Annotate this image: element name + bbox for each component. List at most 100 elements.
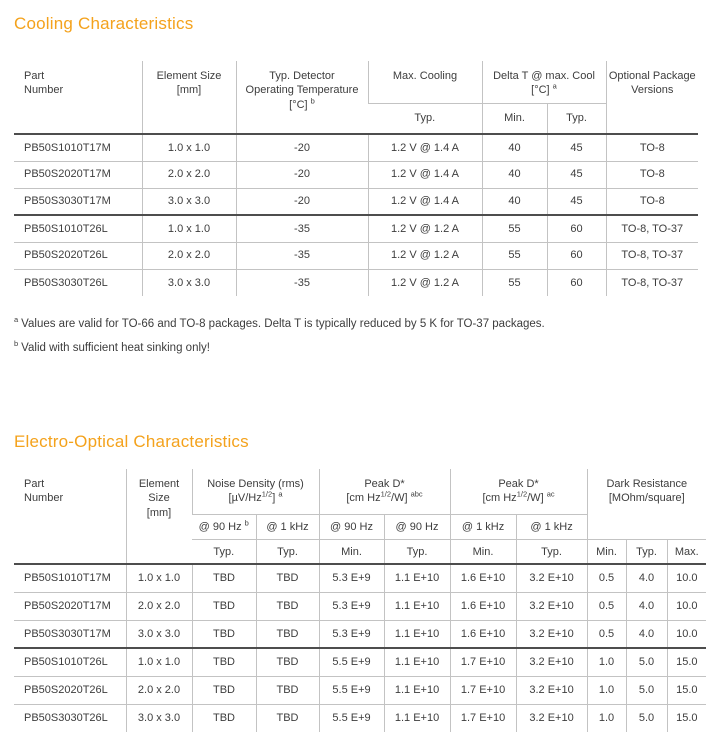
subcol-header-noise-1khz: @ 1 kHz (255, 514, 320, 540)
col-header-noise-density: Noise Density (rms) [µV/Hz1/2] a (191, 469, 320, 515)
value-cell: TBD (255, 647, 320, 676)
col-header-optional-package: Optional Package Versions (605, 61, 699, 135)
value-cell: 60 (546, 214, 607, 242)
table-row: PB50S3030T26L 3.0 x 3.0 TBD TBD 5.5 E+9 1.1 E… (14, 703, 707, 732)
value-cell: 1.0 x 1.0 (141, 133, 236, 161)
value-cell: 1.1 E+10 (383, 619, 451, 648)
subcol-header-max-cooling-typ: Typ. (368, 103, 482, 135)
value-cell: -20 (235, 160, 368, 188)
value-cell: 5.3 E+9 (318, 619, 385, 648)
value-cell: 1.6 E+10 (449, 619, 517, 648)
value-cell: 1.1 E+10 (383, 563, 451, 592)
subcol-header-delta-typ: Typ. (546, 103, 607, 135)
subcol-header-peak90-freq2: @ 90 Hz (383, 514, 451, 540)
subcol-header-delta-min: Min. (481, 103, 547, 135)
subcol-header-peak1k-freq1: @ 1 kHz (449, 514, 517, 540)
electro-header-row-3: Typ. Typ. Min. Typ. Min. Typ. Min. Typ. … (14, 539, 707, 565)
value-cell: 40 (481, 160, 547, 188)
header-line: [mm] (146, 506, 172, 519)
value-cell: 1.1 E+10 (383, 703, 451, 732)
header-line: Dark Resistance (606, 478, 688, 490)
value-cell: 2.0 x 2.0 (125, 675, 192, 704)
value-cell: TBD (255, 619, 320, 648)
table-row: PB50S1010T26L 1.0 x 1.0 -35 1.2 V @ 1.2 A 55… (14, 214, 699, 242)
value-cell: 3.0 x 3.0 (141, 268, 236, 296)
value-cell: 15.0 (666, 703, 707, 732)
part-number-cell: PB50S3030T17M (14, 619, 126, 648)
header-line: Number (24, 84, 64, 97)
value-cell: -35 (235, 214, 368, 242)
value-cell: -20 (235, 187, 368, 215)
value-cell: 1.2 V @ 1.4 A (367, 160, 482, 188)
header-unit: [µV/Hz1/2] a (228, 489, 283, 505)
part-number-cell: PB50S3030T26L (14, 703, 126, 732)
footnote-marker: b (14, 339, 19, 349)
header-line: [MOhm/square] (608, 492, 685, 505)
footnote-a: a Values are valid for TO-66 and TO-8 pac… (14, 316, 698, 332)
value-cell: 1.1 E+10 (383, 591, 451, 620)
part-number-cell: PB50S2020T26L (14, 241, 142, 269)
value-cell: TO-8 (605, 160, 699, 188)
value-cell: -35 (235, 241, 368, 269)
value-cell: -20 (235, 133, 368, 161)
value-cell: TO-8, TO-37 (605, 214, 699, 242)
table-row: PB50S1010T17M 1.0 x 1.0 -20 1.2 V @ 1.4 A 40… (14, 133, 699, 161)
cooling-header-row-2: Typ. Min. Typ. (14, 103, 698, 135)
value-cell: 1.7 E+10 (449, 703, 517, 732)
value-cell: 3.0 x 3.0 (125, 703, 192, 732)
subcol-header-stat: Typ. (255, 539, 320, 565)
footnote-text: Valid with sufficient heat sinking only! (21, 342, 210, 354)
header-line: Noise Density (rms) (207, 478, 304, 490)
table-row: PB50S1010T17M 1.0 x 1.0 TBD TBD 5.3 E+9 1.1 E… (14, 563, 707, 592)
value-cell: 1.2 V @ 1.2 A (367, 241, 482, 269)
value-cell: TBD (255, 591, 320, 620)
value-cell: TO-8, TO-37 (605, 268, 699, 296)
value-cell: 60 (546, 241, 607, 269)
header-unit: [°C] b (289, 95, 315, 111)
value-cell: 45 (546, 187, 607, 215)
subcol-header-stat: Typ. (515, 539, 588, 565)
value-cell: 3.0 x 3.0 (141, 187, 236, 215)
value-cell: 45 (546, 133, 607, 161)
value-cell: TO-8 (605, 187, 699, 215)
value-cell: TBD (191, 703, 256, 732)
value-cell: TBD (255, 563, 320, 592)
subcol-header-stat: Min. (586, 539, 627, 565)
table-row: PB50S2020T17M 2.0 x 2.0 -20 1.2 V @ 1.4 A 40… (14, 160, 699, 188)
value-cell: 10.0 (666, 619, 707, 648)
value-cell: TBD (255, 675, 320, 704)
value-cell: 4.0 (625, 619, 668, 648)
header-line: Peak D* (364, 478, 405, 490)
value-cell: 15.0 (666, 675, 707, 704)
col-header-part-number: Part Number (14, 469, 126, 565)
col-header-element-size: Element Size [mm] (141, 61, 236, 135)
value-cell: 55 (481, 214, 547, 242)
subcol-header-noise-90hz: @ 90 Hz b (192, 514, 256, 540)
part-number-cell: PB50S2020T17M (14, 160, 142, 188)
value-cell: -35 (235, 268, 368, 296)
value-cell: 1.0 (586, 703, 627, 732)
value-cell: 1.7 E+10 (449, 675, 517, 704)
part-number-cell: PB50S1010T26L (14, 214, 142, 242)
value-cell: 40 (481, 187, 547, 215)
col-header-peak-d-90: Peak D* [cm Hz1/2/W] abc (318, 469, 451, 515)
electro-optical-table: Part Number Element Size [mm] Noise Dens… (14, 469, 707, 732)
header-line: Element Size (156, 70, 222, 82)
value-cell: TO-8 (605, 133, 699, 161)
header-line: Delta T @ max. Cool (493, 70, 595, 82)
header-line: Typ. Detector (269, 70, 335, 82)
value-cell: 10.0 (666, 563, 707, 592)
part-number-cell: PB50S3030T17M (14, 187, 142, 215)
header-line: Size (148, 492, 170, 505)
value-cell: 1.2 V @ 1.4 A (367, 187, 482, 215)
value-cell: 1.6 E+10 (449, 563, 517, 592)
cooling-header-row-1: Part Number Element Size [mm] Typ. Detec… (14, 61, 699, 135)
header-line: Part (24, 478, 45, 490)
header-line: Number (24, 492, 64, 505)
value-cell: 1.6 E+10 (449, 591, 517, 620)
value-cell: 2.0 x 2.0 (141, 160, 236, 188)
value-cell: 3.2 E+10 (515, 675, 588, 704)
table-row: PB50S3030T17M 3.0 x 3.0 -20 1.2 V @ 1.4 A 40… (14, 187, 699, 215)
table-row: PB50S2020T17M 2.0 x 2.0 TBD TBD 5.3 E+9 1.1 E… (14, 591, 707, 620)
